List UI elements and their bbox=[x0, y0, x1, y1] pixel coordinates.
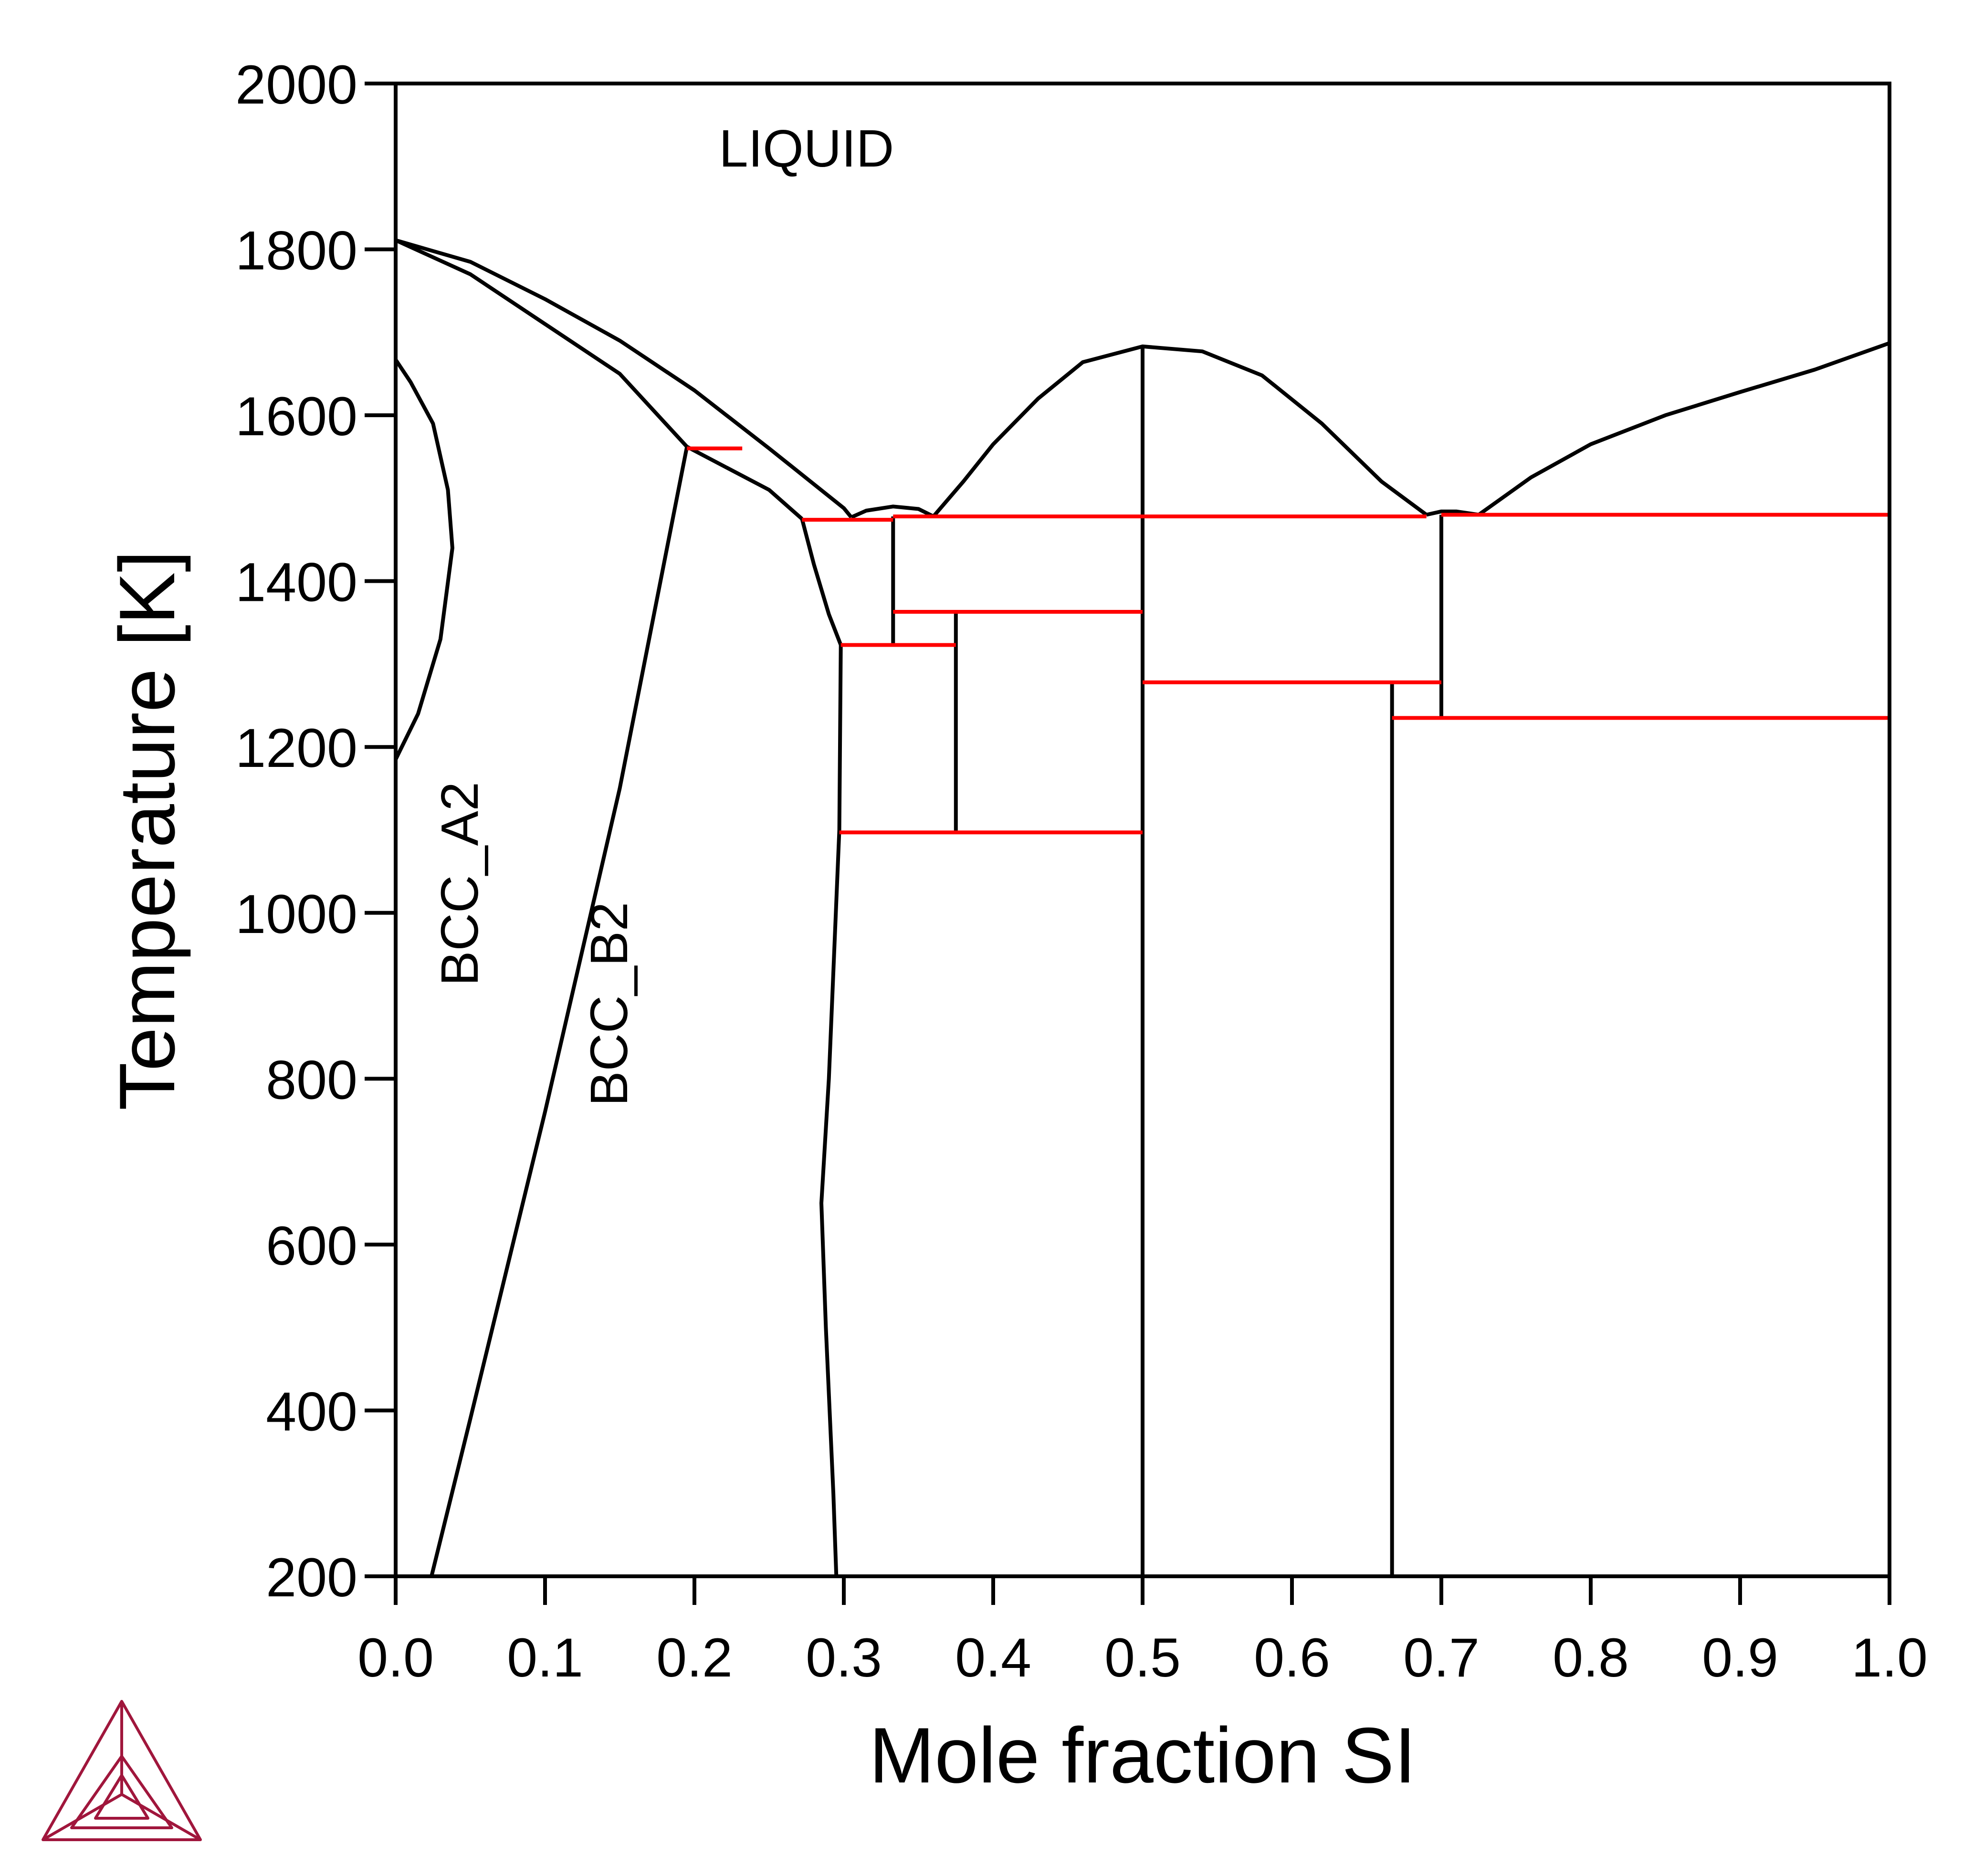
boundary-liquidus-small-dome bbox=[850, 504, 934, 519]
y-tick-label: 400 bbox=[266, 1381, 357, 1442]
y-tick-label: 600 bbox=[266, 1216, 357, 1277]
x-tick-label: 1.0 bbox=[1851, 1627, 1928, 1688]
y-tick-label: 200 bbox=[266, 1547, 357, 1608]
x-axis-ticks: 0.0 0.1 0.2 0.3 0.4 0.5 0.6 0.7 0.8 0.9 1.0 bbox=[357, 1576, 1928, 1688]
x-tick-label: 0.5 bbox=[1104, 1627, 1181, 1688]
x-tick-label: 0.3 bbox=[806, 1627, 882, 1688]
y-tick-label: 2000 bbox=[235, 54, 357, 115]
y-axis-label: Temperature [K] bbox=[103, 550, 191, 1111]
y-axis-ticks: 200 400 600 800 1000 1200 1400 1600 1800 2000 bbox=[235, 54, 396, 1608]
x-tick-label: 0.6 bbox=[1254, 1627, 1330, 1688]
x-tick-label: 0.0 bbox=[357, 1627, 434, 1688]
y-tick-label: 1800 bbox=[235, 220, 357, 282]
phase-boundaries bbox=[394, 238, 1890, 1577]
region-label: LIQUID bbox=[719, 119, 894, 178]
x-tick-label: 0.1 bbox=[507, 1627, 583, 1688]
x-axis-label: Mole fraction SI bbox=[869, 1711, 1416, 1799]
boundary-liquidus-left bbox=[395, 238, 853, 519]
y-tick-label: 1200 bbox=[235, 718, 357, 779]
x-tick-label: 0.9 bbox=[1702, 1627, 1778, 1688]
thermo-calc-logo-icon bbox=[42, 1700, 202, 1841]
x-tick-label: 0.7 bbox=[1403, 1627, 1480, 1688]
region-labels: LIQUID BCC_A2 BCC_B2 bbox=[430, 119, 894, 1106]
x-tick-label: 0.4 bbox=[955, 1627, 1031, 1688]
y-tick-label: 1400 bbox=[235, 552, 357, 613]
x-tick-label: 0.2 bbox=[656, 1627, 733, 1688]
y-tick-label: 800 bbox=[266, 1049, 357, 1111]
boundary-b2-solvus-left bbox=[430, 446, 689, 1577]
y-tick-label: 1600 bbox=[235, 386, 357, 447]
boundary-solidus-left bbox=[395, 238, 804, 521]
boundary-liquidus-right bbox=[1477, 341, 1890, 516]
region-label: BCC_B2 bbox=[580, 902, 639, 1106]
boundary-a2-b2-transition bbox=[394, 358, 454, 761]
boundary-phase-boundary-x030 bbox=[800, 518, 843, 1577]
y-tick-label: 1000 bbox=[235, 884, 357, 945]
region-label: BCC_A2 bbox=[430, 782, 489, 986]
x-tick-label: 0.8 bbox=[1553, 1627, 1629, 1688]
